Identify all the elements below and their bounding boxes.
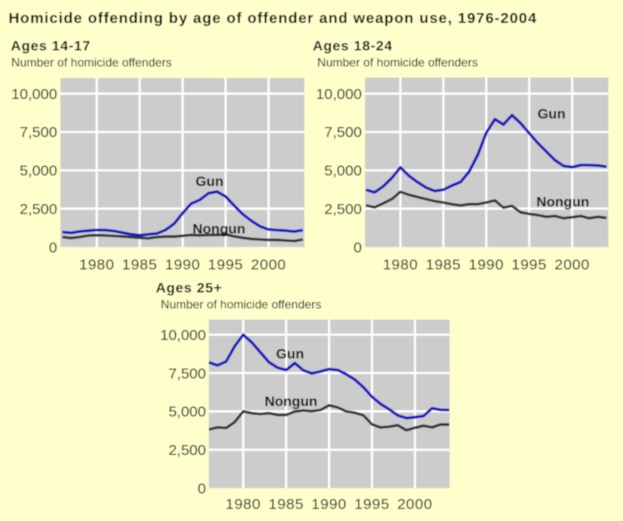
svg-text:1985: 1985 xyxy=(122,257,157,274)
svg-text:1980: 1980 xyxy=(383,257,418,274)
svg-text:10,000: 10,000 xyxy=(160,327,206,344)
svg-text:Nongun: Nongun xyxy=(193,221,246,237)
svg-text:1990: 1990 xyxy=(311,496,346,513)
svg-text:1980: 1980 xyxy=(226,496,261,513)
svg-text:Nongun: Nongun xyxy=(536,193,589,209)
svg-text:Ages 14-17: Ages 14-17 xyxy=(11,38,91,54)
svg-text:1980: 1980 xyxy=(79,257,114,274)
svg-text:1995: 1995 xyxy=(208,257,243,274)
svg-text:Gun: Gun xyxy=(196,173,224,189)
svg-text:0: 0 xyxy=(49,239,57,256)
svg-text:Ages 25+: Ages 25+ xyxy=(156,279,223,295)
svg-text:5,000: 5,000 xyxy=(20,163,58,180)
svg-text:0: 0 xyxy=(353,239,361,256)
svg-text:2,500: 2,500 xyxy=(324,201,362,218)
svg-text:Gun: Gun xyxy=(276,345,304,361)
svg-text:0: 0 xyxy=(198,480,206,497)
svg-text:2,500: 2,500 xyxy=(168,442,206,459)
svg-text:Homicide offending by age of o: Homicide offending by age of offender an… xyxy=(9,10,538,27)
svg-text:1985: 1985 xyxy=(426,257,461,274)
svg-text:Number of homicide offenders: Number of homicide offenders xyxy=(161,297,322,311)
svg-text:5,000: 5,000 xyxy=(324,163,362,180)
svg-text:1990: 1990 xyxy=(165,257,200,274)
svg-text:2000: 2000 xyxy=(251,257,286,274)
svg-text:Number of homicide offenders: Number of homicide offenders xyxy=(11,56,172,70)
svg-text:1995: 1995 xyxy=(354,496,389,513)
svg-text:Number of homicide offenders: Number of homicide offenders xyxy=(317,56,478,70)
svg-text:Gun: Gun xyxy=(538,106,566,122)
svg-text:10,000: 10,000 xyxy=(316,86,362,103)
svg-text:7,500: 7,500 xyxy=(324,124,362,141)
svg-text:Ages 18-24: Ages 18-24 xyxy=(313,38,393,54)
svg-text:2000: 2000 xyxy=(397,496,432,513)
svg-text:1995: 1995 xyxy=(512,257,547,274)
svg-text:Nongun: Nongun xyxy=(265,393,318,409)
svg-text:10,000: 10,000 xyxy=(11,86,57,103)
svg-text:7,500: 7,500 xyxy=(168,365,206,382)
svg-text:1990: 1990 xyxy=(469,257,504,274)
svg-text:2000: 2000 xyxy=(555,257,590,274)
svg-text:7,500: 7,500 xyxy=(20,124,58,141)
svg-text:2,500: 2,500 xyxy=(20,201,58,218)
svg-text:1985: 1985 xyxy=(269,496,304,513)
svg-text:5,000: 5,000 xyxy=(168,404,206,421)
